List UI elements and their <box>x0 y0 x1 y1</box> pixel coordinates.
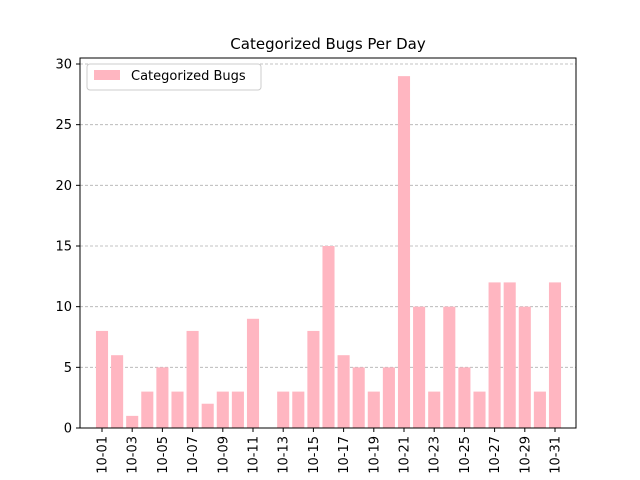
legend-label: Categorized Bugs <box>131 69 246 84</box>
x-tick-label: 10-01 <box>96 436 111 474</box>
legend-frame <box>86 63 262 91</box>
x-tick-label: 10-17 <box>337 436 352 474</box>
x-tick-label: 10-11 <box>247 436 262 474</box>
y-tick-label: 0 <box>64 422 72 437</box>
x-tick-label: 10-15 <box>307 436 322 474</box>
bar-10-02 <box>111 355 124 428</box>
x-tick-label: 10-27 <box>488 436 503 474</box>
bar-10-19 <box>367 391 380 428</box>
bar-10-01 <box>95 330 109 428</box>
x-axis: 10-01 10-03 10-05 10-07 10-09 10-11 10-13 10-15… <box>96 428 564 474</box>
bar-10-22 <box>413 306 426 428</box>
x-tick-label: 10-05 <box>156 436 171 474</box>
chart-title: Categorized Bugs Per Day <box>230 35 426 53</box>
bar-10-09 <box>216 391 229 428</box>
bar-10-27 <box>488 282 501 428</box>
x-tick-label: 10-19 <box>367 436 382 474</box>
plot-frame <box>79 57 577 429</box>
bar-10-28 <box>503 282 516 428</box>
bar-10-10 <box>231 391 244 428</box>
bar-10-20 <box>382 367 395 428</box>
y-axis: 0 5 10 15 20 25 30 <box>55 58 80 437</box>
x-tick-label: 10-07 <box>186 436 201 474</box>
bar-10-30 <box>533 391 546 428</box>
bar-10-08 <box>201 403 214 428</box>
bar-10-31 <box>548 282 562 428</box>
x-tick-label: 10-23 <box>428 436 443 474</box>
bar-10-21 <box>397 76 411 428</box>
bar-10-25 <box>458 367 471 428</box>
bar-10-23 <box>428 391 441 428</box>
bar-10-05 <box>156 367 169 428</box>
y-tick-label: 5 <box>64 361 72 376</box>
bar-10-13 <box>277 391 290 428</box>
bar-10-04 <box>141 391 154 428</box>
bar-10-15 <box>307 330 320 428</box>
x-tick-label: 10-25 <box>458 436 473 474</box>
y-tick-label: 20 <box>55 179 72 194</box>
legend-swatch <box>94 70 120 80</box>
bar-10-03 <box>126 415 139 428</box>
bar-10-07 <box>186 330 199 428</box>
bar-10-26 <box>473 391 486 428</box>
bar-10-06 <box>171 391 184 428</box>
bar-10-24 <box>443 306 456 428</box>
legend: Categorized Bugs <box>86 63 262 91</box>
y-tick-label: 30 <box>55 58 72 73</box>
x-tick-label: 10-13 <box>277 436 292 474</box>
bar-10-14 <box>292 391 305 428</box>
y-tick-label: 25 <box>55 118 72 133</box>
x-tick-label: 10-21 <box>398 436 413 474</box>
y-tick-label: 10 <box>55 300 72 315</box>
x-tick-label: 10-29 <box>518 436 533 474</box>
x-tick-label: 10-09 <box>216 436 231 474</box>
y-tick-label: 15 <box>55 240 72 255</box>
bars-layer <box>95 76 562 428</box>
bar-10-29 <box>518 306 531 428</box>
bar-10-11 <box>246 318 260 428</box>
bar-10-18 <box>352 367 365 428</box>
x-tick-label: 10-03 <box>126 436 141 474</box>
bar-10-16 <box>322 246 335 428</box>
bar-10-17 <box>337 355 350 428</box>
x-tick-label: 10-31 <box>549 436 564 474</box>
